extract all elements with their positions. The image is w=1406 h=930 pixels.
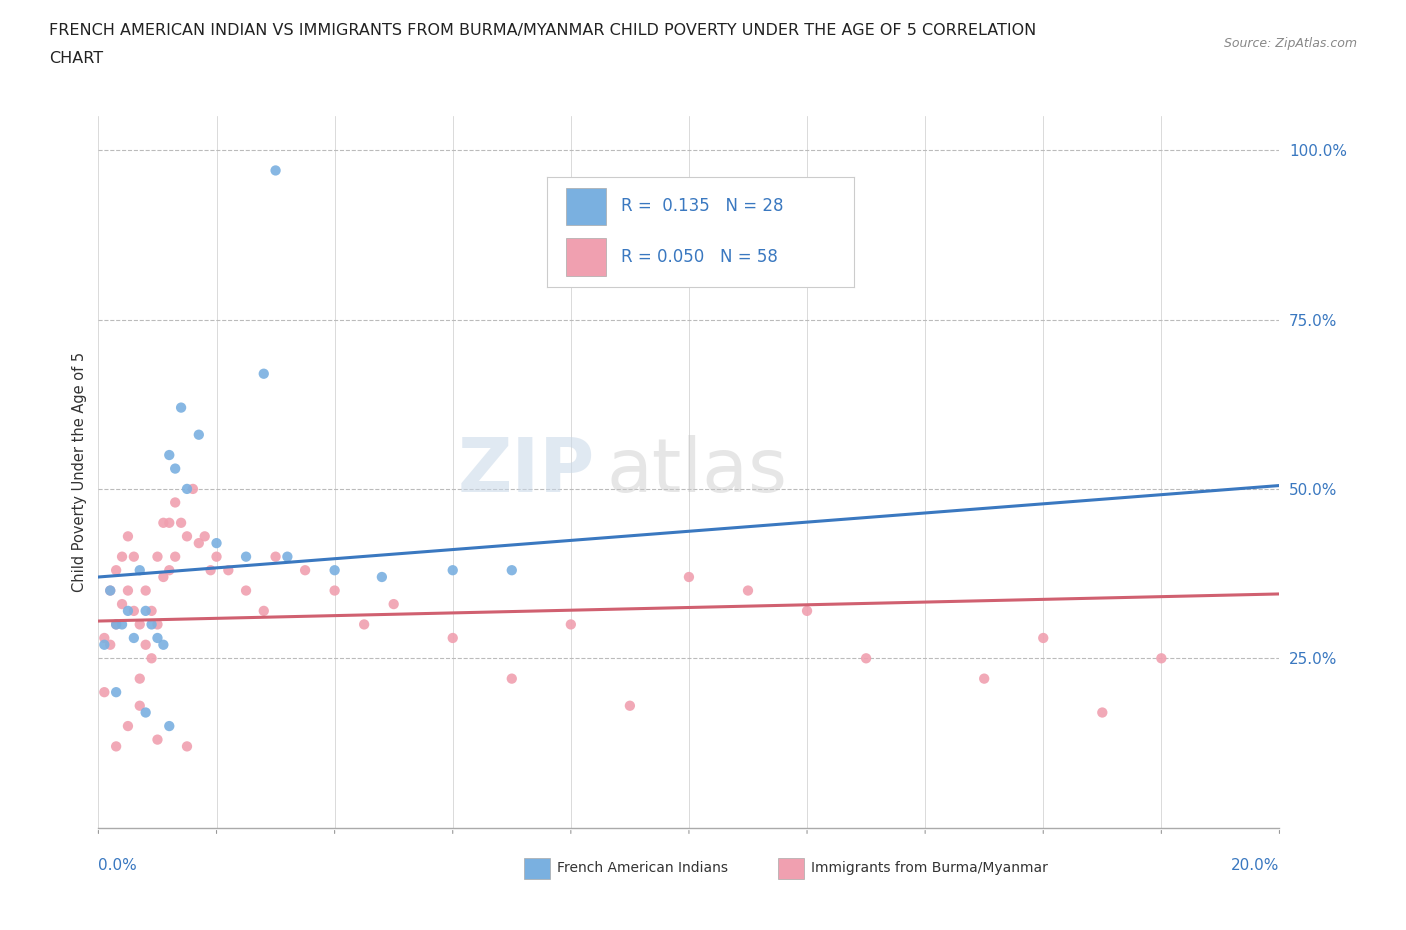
Point	[205, 536, 228, 551]
Point	[855, 651, 877, 666]
Point	[135, 583, 157, 598]
Point	[501, 671, 523, 686]
Point	[1150, 651, 1173, 666]
Point	[117, 583, 139, 598]
Text: 0.0%: 0.0%	[98, 858, 138, 873]
Point	[146, 550, 169, 565]
Point	[200, 563, 222, 578]
Point	[205, 550, 228, 565]
Point	[105, 617, 128, 631]
Point	[796, 604, 818, 618]
Point	[323, 583, 346, 598]
FancyBboxPatch shape	[523, 857, 550, 879]
Point	[1091, 705, 1114, 720]
Point	[152, 637, 174, 652]
Point	[93, 684, 115, 699]
Point	[146, 732, 169, 747]
Point	[1032, 631, 1054, 645]
Point	[122, 604, 145, 618]
Point	[181, 482, 204, 497]
Point	[235, 550, 257, 565]
Point	[141, 617, 163, 631]
Point	[157, 563, 180, 578]
Point	[93, 637, 115, 652]
Point	[560, 617, 582, 631]
Point	[501, 563, 523, 578]
Point	[187, 536, 209, 551]
Point	[111, 617, 134, 631]
Point	[382, 597, 405, 612]
Point	[141, 604, 163, 618]
Point	[253, 366, 276, 381]
Point	[141, 651, 163, 666]
Text: French American Indians: French American Indians	[557, 861, 728, 875]
Point	[93, 631, 115, 645]
Point	[128, 671, 150, 686]
Point	[323, 563, 346, 578]
Point	[441, 563, 464, 578]
Point	[128, 698, 150, 713]
Point	[217, 563, 239, 578]
Text: 20.0%: 20.0%	[1232, 858, 1279, 873]
Point	[135, 705, 157, 720]
Point	[353, 617, 375, 631]
Point	[170, 515, 193, 530]
Point	[737, 583, 759, 598]
Point	[146, 617, 169, 631]
Text: CHART: CHART	[49, 51, 103, 66]
Point	[294, 563, 316, 578]
Point	[135, 604, 157, 618]
Point	[165, 495, 187, 510]
Point	[276, 550, 298, 565]
Text: FRENCH AMERICAN INDIAN VS IMMIGRANTS FROM BURMA/MYANMAR CHILD POVERTY UNDER THE : FRENCH AMERICAN INDIAN VS IMMIGRANTS FRO…	[49, 23, 1036, 38]
Text: Immigrants from Burma/Myanmar: Immigrants from Burma/Myanmar	[811, 861, 1047, 875]
Point	[122, 631, 145, 645]
Point	[98, 583, 121, 598]
Point	[253, 604, 276, 618]
Text: Source: ZipAtlas.com: Source: ZipAtlas.com	[1223, 37, 1357, 50]
Point	[157, 515, 180, 530]
Point	[165, 550, 187, 565]
Point	[146, 631, 169, 645]
Point	[111, 597, 134, 612]
Text: atlas: atlas	[606, 435, 787, 509]
Point	[235, 583, 257, 598]
Text: ZIP: ZIP	[457, 435, 595, 509]
Point	[973, 671, 995, 686]
Y-axis label: Child Poverty Under the Age of 5: Child Poverty Under the Age of 5	[72, 352, 87, 592]
Point	[165, 461, 187, 476]
Point	[194, 529, 217, 544]
Point	[135, 637, 157, 652]
Point	[170, 400, 193, 415]
Point	[98, 637, 121, 652]
Point	[264, 163, 287, 178]
Point	[157, 719, 180, 734]
Point	[122, 550, 145, 565]
Point	[111, 550, 134, 565]
Point	[117, 719, 139, 734]
Point	[176, 482, 198, 497]
Point	[117, 604, 139, 618]
Point	[105, 563, 128, 578]
Point	[128, 563, 150, 578]
Point	[152, 515, 174, 530]
Point	[176, 739, 198, 754]
Point	[157, 447, 180, 462]
Point	[98, 583, 121, 598]
Point	[441, 631, 464, 645]
Point	[371, 569, 394, 584]
Point	[176, 529, 198, 544]
FancyBboxPatch shape	[778, 857, 803, 879]
Point	[105, 739, 128, 754]
Point	[105, 684, 128, 699]
Point	[187, 427, 209, 442]
Point	[105, 617, 128, 631]
Point	[152, 569, 174, 584]
Point	[117, 529, 139, 544]
Point	[619, 698, 641, 713]
Point	[678, 569, 700, 584]
Point	[264, 550, 287, 565]
Point	[128, 617, 150, 631]
